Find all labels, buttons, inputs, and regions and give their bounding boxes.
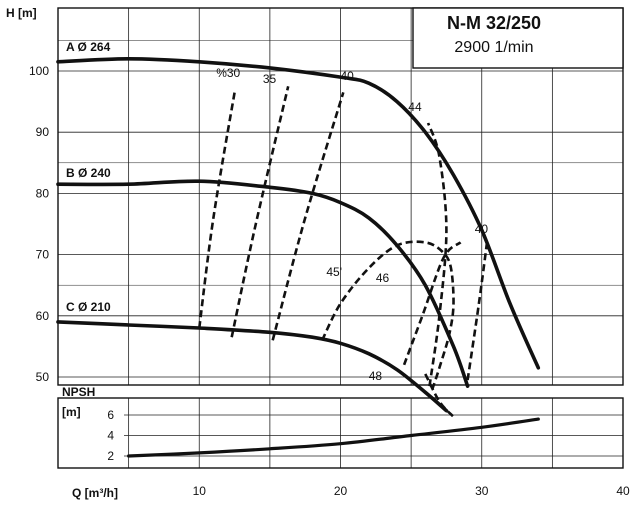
npsh-layer — [127, 417, 540, 458]
head-plot-frame — [57, 7, 624, 386]
efficiency-label: %30 — [216, 66, 240, 80]
x-tick-label: 40 — [616, 484, 630, 498]
efficiency-label: 48 — [369, 369, 383, 383]
efficiency-line — [424, 373, 455, 418]
npsh-curve — [127, 417, 540, 458]
x-axis-label: Q [m³/h] — [72, 486, 118, 500]
efficiency-layer — [198, 86, 489, 418]
title-box — [412, 7, 624, 69]
efficiency-line — [198, 92, 236, 329]
efficiency-line — [466, 239, 489, 381]
chart-title: N-M 32/250 — [447, 13, 541, 33]
y-tick-label: 90 — [36, 125, 50, 139]
label-layer: H [m] Q [m³/h] NPSH [m] N-M 32/250 2900 … — [6, 6, 630, 500]
efficiency-line — [402, 241, 462, 366]
chart-subtitle: 2900 1/min — [454, 39, 533, 56]
y-tick-label: 50 — [36, 370, 50, 384]
efficiency-label: 45' — [326, 265, 342, 279]
efficiency-label: 35 — [263, 72, 277, 86]
impeller-curve-label: C Ø 210 — [66, 300, 111, 314]
efficiency-line — [271, 92, 345, 341]
x-tick-label: 30 — [475, 484, 489, 498]
x-tick-label: 20 — [334, 484, 348, 498]
efficiency-label: 44 — [408, 100, 422, 114]
efficiency-line — [320, 240, 455, 390]
impeller-curve — [56, 179, 470, 388]
y-tick-label: 80 — [36, 186, 50, 200]
efficiency-label: 46 — [376, 271, 390, 285]
y-tick-label: 60 — [36, 309, 50, 323]
npsh-tick-label: 4 — [107, 429, 114, 443]
npsh-axis-label: NPSH — [62, 385, 95, 399]
grid-layer — [58, 8, 624, 468]
x-tick-label: 10 — [193, 484, 207, 498]
efficiency-label: 40 — [475, 222, 489, 236]
npsh-tick-label: 6 — [107, 408, 114, 422]
npsh-unit-label: [m] — [62, 405, 81, 419]
y-axis-label: H [m] — [6, 6, 37, 20]
efficiency-label: 40 — [341, 69, 355, 83]
y-tick-label: 100 — [29, 64, 49, 78]
impeller-curve-label: B Ø 240 — [66, 166, 111, 180]
y-tick-label: 70 — [36, 248, 50, 262]
npsh-tick-label: 2 — [107, 449, 114, 463]
npsh-plot-frame — [57, 397, 624, 469]
efficiency-line — [426, 122, 448, 387]
frame-layer — [57, 7, 624, 469]
impeller-curve-label: A Ø 264 — [66, 40, 111, 54]
efficiency-line — [230, 86, 290, 338]
